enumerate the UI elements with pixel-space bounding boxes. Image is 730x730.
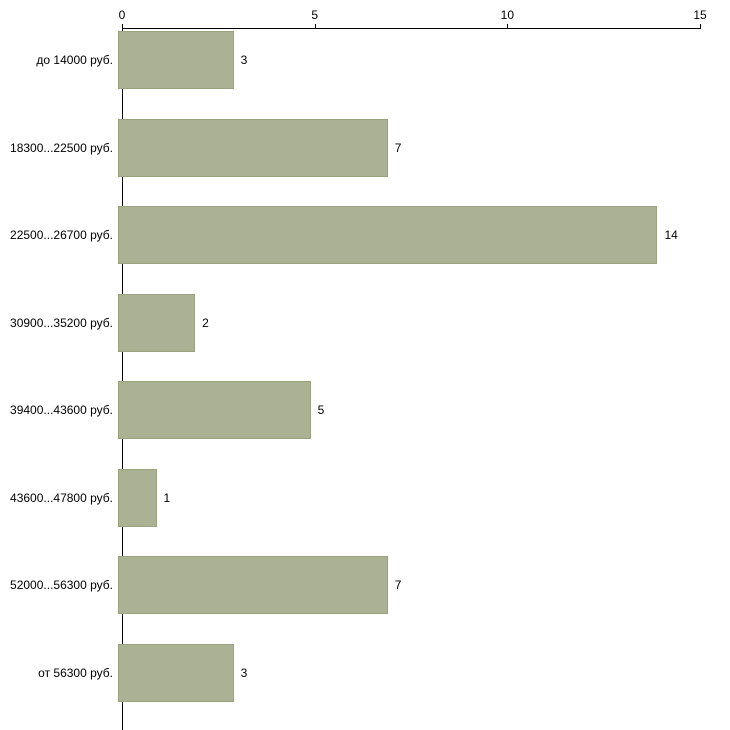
bar <box>118 206 658 264</box>
bar <box>118 118 388 177</box>
value-label: 5 <box>317 403 325 417</box>
bar-row: 18300...22500 руб. 7 <box>0 116 730 204</box>
bar-row: от 56300 руб. 3 <box>0 641 730 729</box>
bar-row: 43600...47800 руб. 1 <box>0 466 730 554</box>
category-label: от 56300 руб. <box>38 665 113 680</box>
value-label: 1 <box>163 490 171 505</box>
x-axis-tick-label: 15 <box>693 8 707 22</box>
x-axis-tick-label: 5 <box>311 8 318 22</box>
value-label: 7 <box>394 578 402 592</box>
category-label: 22500...26700 руб. <box>10 228 113 242</box>
category-label: 18300...22500 руб. <box>10 140 113 155</box>
x-axis-tick-mark <box>314 24 316 28</box>
bar-row: 52000...56300 руб. 7 <box>0 553 730 641</box>
category-label: 43600...47800 руб. <box>10 490 113 505</box>
x-axis-tick-mark <box>122 24 123 28</box>
category-label: 30900...35200 руб. <box>10 315 113 330</box>
value-label: 3 <box>240 53 248 67</box>
bar-row: 30900...35200 руб. 2 <box>0 291 730 379</box>
y-axis-line <box>122 28 123 730</box>
value-label: 7 <box>394 140 402 155</box>
bar-row: до 14000 руб. 3 <box>0 28 730 116</box>
value-label: 14 <box>664 228 678 242</box>
bars-area: до 14000 руб. 3 18300...22500 руб. 7 22500..… <box>0 28 730 728</box>
category-label: 39400...43600 руб. <box>10 403 113 417</box>
bar <box>118 643 234 702</box>
bar <box>118 293 196 352</box>
value-label: 2 <box>202 315 209 330</box>
bar <box>118 468 157 527</box>
bar <box>118 31 234 89</box>
x-axis-tick-mark <box>700 24 701 28</box>
x-axis-tick-mark <box>507 24 509 28</box>
x-axis-tick-label: 0 <box>118 8 126 22</box>
bar-row: 39400...43600 руб. 5 <box>0 378 730 466</box>
category-label: 52000...56300 руб. <box>10 578 113 592</box>
value-label: 3 <box>240 665 248 680</box>
bar <box>118 381 311 439</box>
bar <box>118 556 388 614</box>
x-axis-tick-label: 10 <box>500 8 515 22</box>
x-axis-line <box>122 28 701 29</box>
category-label: до 14000 руб. <box>36 53 113 67</box>
bar-row: 22500...26700 руб. 14 <box>0 203 730 291</box>
